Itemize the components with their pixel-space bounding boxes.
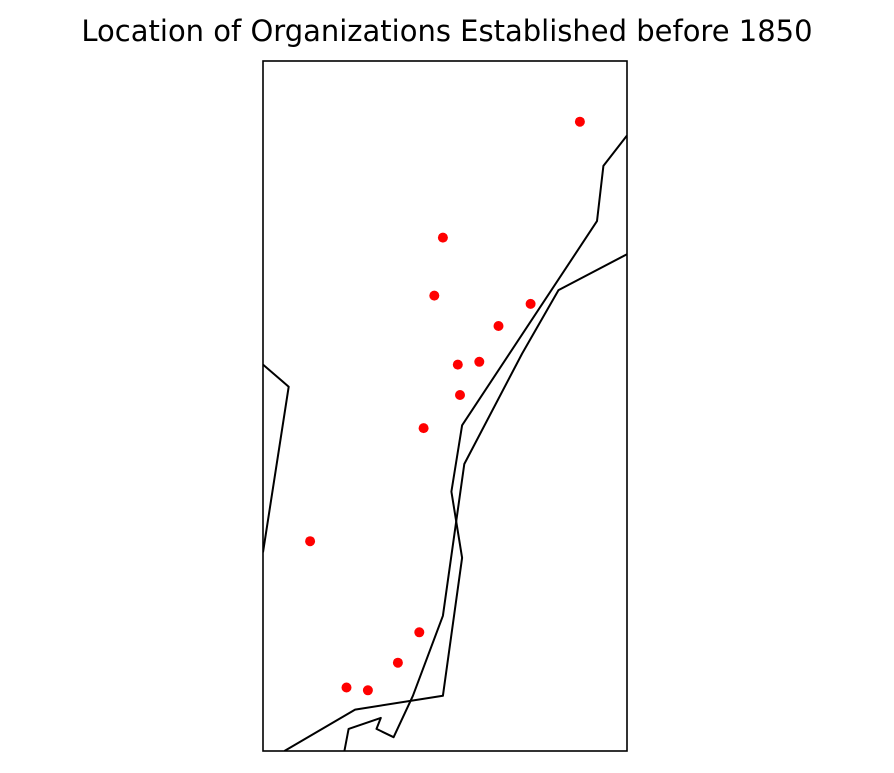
coastline-3 bbox=[343, 253, 627, 751]
organization-marker-13 bbox=[341, 682, 352, 693]
organization-marker-8 bbox=[455, 390, 465, 400]
organization-marker-1 bbox=[574, 116, 585, 127]
organization-marker-5 bbox=[493, 321, 504, 331]
organization-marker-7 bbox=[452, 359, 463, 370]
organization-marker-11 bbox=[414, 627, 425, 638]
organization-marker-3 bbox=[429, 290, 440, 301]
coastline-1 bbox=[263, 363, 290, 553]
map-title: Location of Organizations Established be… bbox=[81, 14, 813, 48]
coastline-2 bbox=[283, 134, 627, 751]
organization-marker-6 bbox=[474, 356, 485, 367]
organization-marker-14 bbox=[362, 685, 373, 696]
organization-marker-4 bbox=[525, 298, 536, 309]
organization-marker-2 bbox=[437, 232, 448, 243]
organization-marker-9 bbox=[418, 423, 429, 434]
organization-marker-10 bbox=[305, 536, 316, 547]
map-frame bbox=[262, 60, 628, 752]
coastline-layer bbox=[263, 134, 627, 751]
organization-markers bbox=[305, 116, 585, 696]
organization-marker-12 bbox=[392, 657, 403, 668]
